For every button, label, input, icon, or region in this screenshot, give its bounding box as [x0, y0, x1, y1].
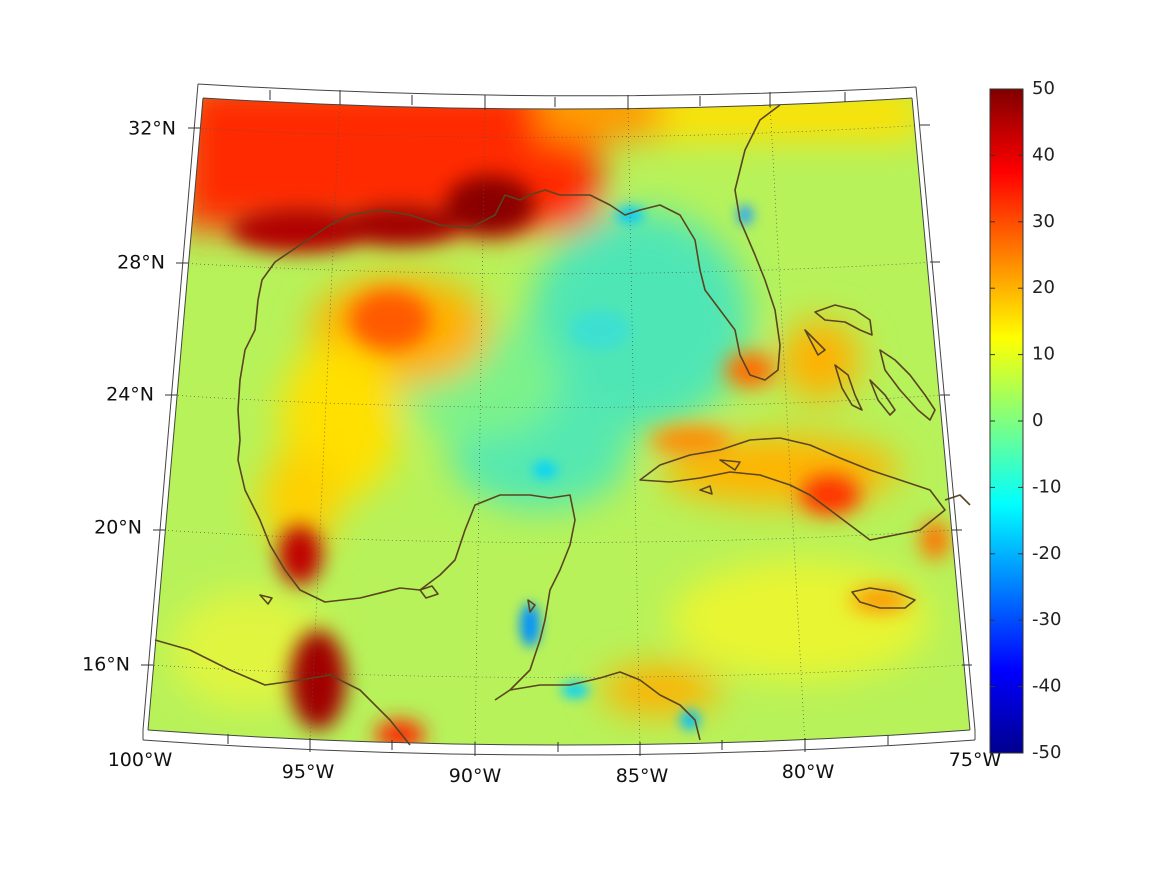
- map-frame: [142, 83, 976, 756]
- lon-label-85: 85°W: [616, 765, 669, 787]
- colorbar-tick-label: 50: [1032, 78, 1055, 99]
- lon-label-75: 75°W: [949, 749, 1002, 771]
- lat-label-24: 24°N: [106, 384, 154, 406]
- lon-label-95: 95°W: [282, 761, 335, 783]
- lat-labels: 32°N 28°N 24°N 20°N 16°N: [82, 118, 176, 676]
- colorbar-tick-label: 40: [1032, 144, 1055, 165]
- coastlines: [154, 104, 971, 746]
- colorbar-tick-label: -10: [1032, 476, 1061, 497]
- colorbar: 50 40 30 20 10 0 -10 -20 -30 -40 -50: [989, 78, 1061, 763]
- colorbar-tick-label: -50: [1032, 742, 1061, 763]
- colorbar-tick-label: 20: [1032, 277, 1055, 298]
- lon-labels: 100°W 95°W 90°W 85°W 80°W 75°W: [108, 749, 1002, 787]
- lat-label-32: 32°N: [128, 118, 176, 140]
- colorbar-tick-label: -40: [1032, 676, 1061, 697]
- colorbar-tick-label: -30: [1032, 609, 1061, 630]
- lon-label-100: 100°W: [108, 749, 173, 771]
- graticule: [149, 99, 966, 745]
- colorbar-tick-label: -20: [1032, 543, 1061, 564]
- data-field: [148, 98, 970, 745]
- colorbar-gradient: [989, 88, 1024, 754]
- lat-label-20: 20°N: [94, 517, 142, 539]
- lon-label-90: 90°W: [449, 765, 502, 787]
- colorbar-tick-label: 10: [1032, 344, 1055, 365]
- lat-label-28: 28°N: [117, 252, 165, 274]
- frame-ticks: [141, 90, 972, 756]
- colorbar-tick-label: 30: [1032, 211, 1055, 232]
- lat-label-16: 16°N: [82, 654, 130, 676]
- colorbar-tick-label: 0: [1032, 410, 1043, 431]
- colorbar-ticks: 50 40 30 20 10 0 -10 -20 -30 -40 -50: [990, 78, 1061, 763]
- lon-label-80: 80°W: [782, 761, 835, 783]
